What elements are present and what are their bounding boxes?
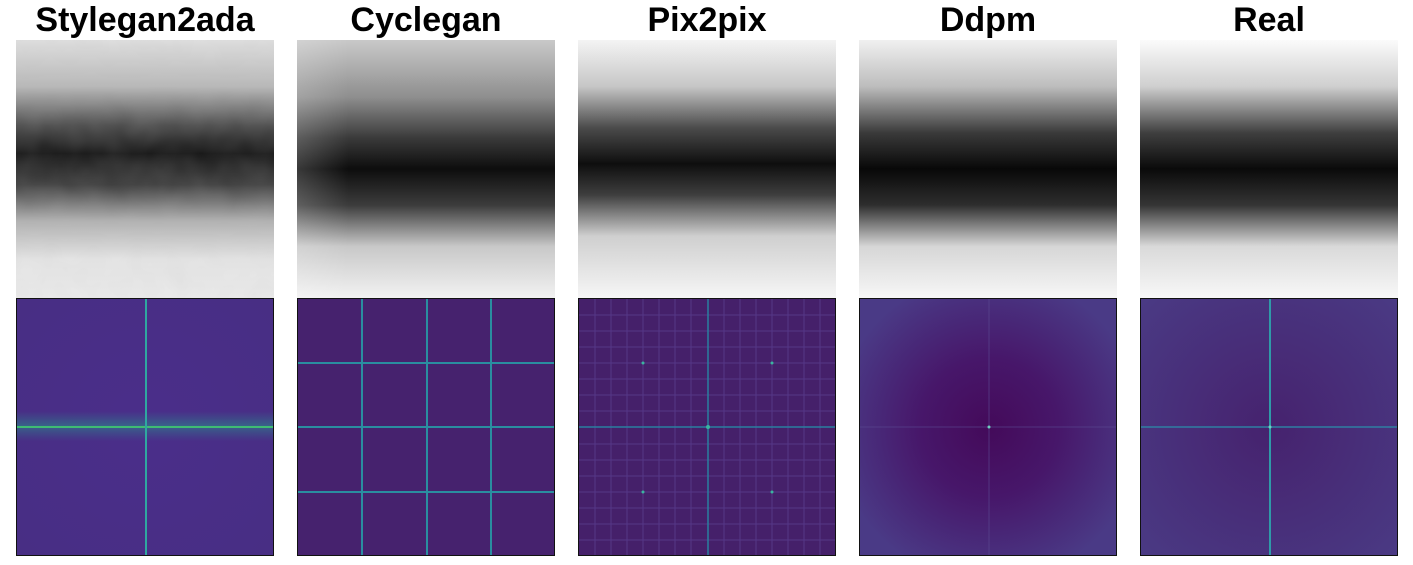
real-mean-image: [1140, 40, 1398, 298]
real-spectrum: [1140, 298, 1398, 556]
stylegan2ada-mean-image: [16, 40, 274, 298]
stylegan2ada-spectrum: [16, 298, 274, 556]
column-title-stylegan2ada: Stylegan2ada: [35, 1, 255, 39]
cyclegan-spectrum: [297, 298, 555, 556]
ddpm-spectrum: [859, 298, 1117, 556]
column-title-real: Real: [1233, 1, 1305, 39]
cyclegan-mean-image: [297, 40, 555, 298]
column-title-cyclegan: Cyclegan: [350, 1, 502, 39]
ddpm-mean-image: [859, 40, 1117, 298]
column-title-ddpm: Ddpm: [939, 1, 1037, 39]
pix2pix-spectrum: [578, 298, 836, 556]
pix2pix-mean-image: [578, 40, 836, 298]
column-title-pix2pix: Pix2pix: [647, 1, 767, 39]
